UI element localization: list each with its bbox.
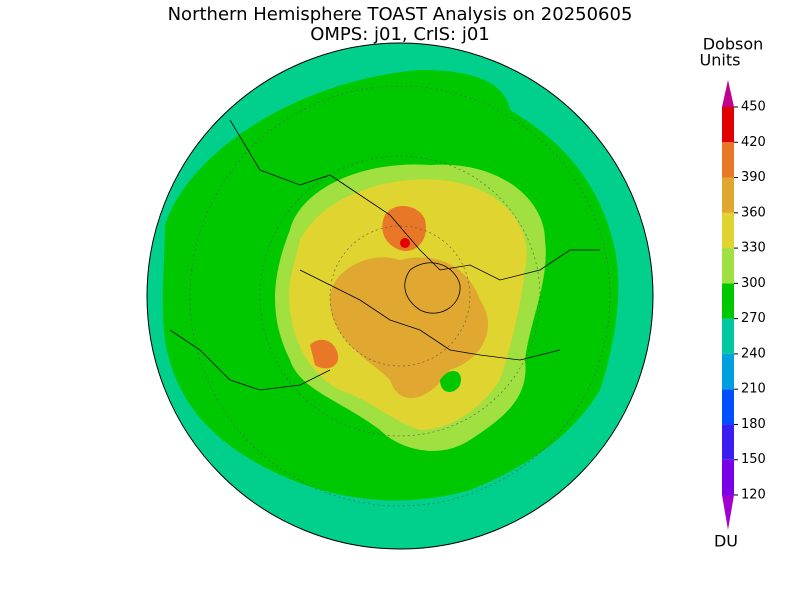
colorbar-segment	[722, 107, 734, 143]
colorbar-unit: DU	[714, 532, 738, 551]
colorbar-tick-label: 150	[741, 452, 766, 467]
colorbar-segment	[722, 424, 734, 460]
colorbar-tick-label: 210	[741, 382, 766, 397]
colorbar-tick-label: 180	[741, 417, 766, 432]
colorbar-segment	[722, 353, 734, 390]
title: Northern Hemisphere TOAST Analysis on 20…	[168, 4, 633, 25]
colorbar-tick-label: 360	[741, 205, 766, 220]
colorbar-tick-label: 390	[741, 170, 766, 185]
map-dark-orange-zone	[310, 339, 339, 369]
colorbar-tick-label: 300	[741, 276, 766, 291]
graticule	[189, 85, 611, 507]
colorbar-segment	[722, 389, 734, 425]
map-orange-zone	[330, 257, 489, 399]
colorbar-extend-low	[722, 495, 734, 530]
map-green-patch	[440, 370, 461, 392]
colorbar-tick-label: 240	[741, 346, 766, 361]
colorbar-label: Units	[700, 51, 741, 70]
map-dark-orange-zone	[382, 205, 426, 251]
colorbar-label: Dobson	[703, 35, 764, 54]
colorbar-segment	[722, 248, 734, 284]
colorbar: Dobson Units DU 120 150 180 210 240 270 300 330…	[700, 35, 766, 551]
coastlines	[169, 119, 600, 391]
colorbar-tick-label: 120	[741, 488, 766, 503]
subtitle: OMPS: j01, CrIS: j01	[310, 24, 490, 45]
colorbar-segment	[722, 177, 734, 213]
colorbar-tick-label: 270	[741, 311, 766, 326]
colorbar-segment	[722, 459, 734, 495]
colorbar-tick-label: 450	[741, 100, 766, 115]
colorbar-segment	[722, 212, 734, 249]
colorbar-segment	[722, 318, 734, 354]
map-red-spot	[400, 238, 410, 248]
colorbar-tick-label: 330	[741, 241, 766, 256]
colorbar-segment	[722, 283, 734, 319]
colorbar-segment	[722, 142, 734, 178]
polar-map	[146, 42, 654, 550]
colorbar-tick-label: 420	[741, 135, 766, 150]
colorbar-extend-high	[722, 80, 734, 107]
